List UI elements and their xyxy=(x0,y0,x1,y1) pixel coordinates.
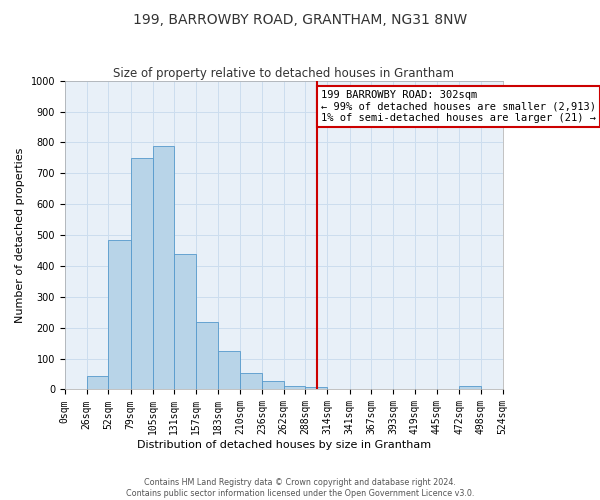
Bar xyxy=(152,146,174,390)
Text: 199, BARROWBY ROAD, GRANTHAM, NG31 8NW: 199, BARROWBY ROAD, GRANTHAM, NG31 8NW xyxy=(133,12,467,26)
Y-axis label: Number of detached properties: Number of detached properties xyxy=(15,148,25,323)
Bar xyxy=(196,322,218,390)
Bar xyxy=(108,240,131,390)
Bar xyxy=(86,376,108,390)
Bar xyxy=(305,387,327,390)
Bar xyxy=(262,381,284,390)
Bar xyxy=(284,386,305,390)
Bar xyxy=(459,386,481,390)
X-axis label: Distribution of detached houses by size in Grantham: Distribution of detached houses by size … xyxy=(137,440,431,450)
Title: Size of property relative to detached houses in Grantham: Size of property relative to detached ho… xyxy=(113,66,454,80)
Bar xyxy=(174,254,196,390)
Text: 199 BARROWBY ROAD: 302sqm
← 99% of detached houses are smaller (2,913)
1% of sem: 199 BARROWBY ROAD: 302sqm ← 99% of detac… xyxy=(321,90,596,123)
Bar xyxy=(131,158,152,390)
Text: Contains HM Land Registry data © Crown copyright and database right 2024.
Contai: Contains HM Land Registry data © Crown c… xyxy=(126,478,474,498)
Bar xyxy=(240,374,262,390)
Bar xyxy=(218,351,240,390)
